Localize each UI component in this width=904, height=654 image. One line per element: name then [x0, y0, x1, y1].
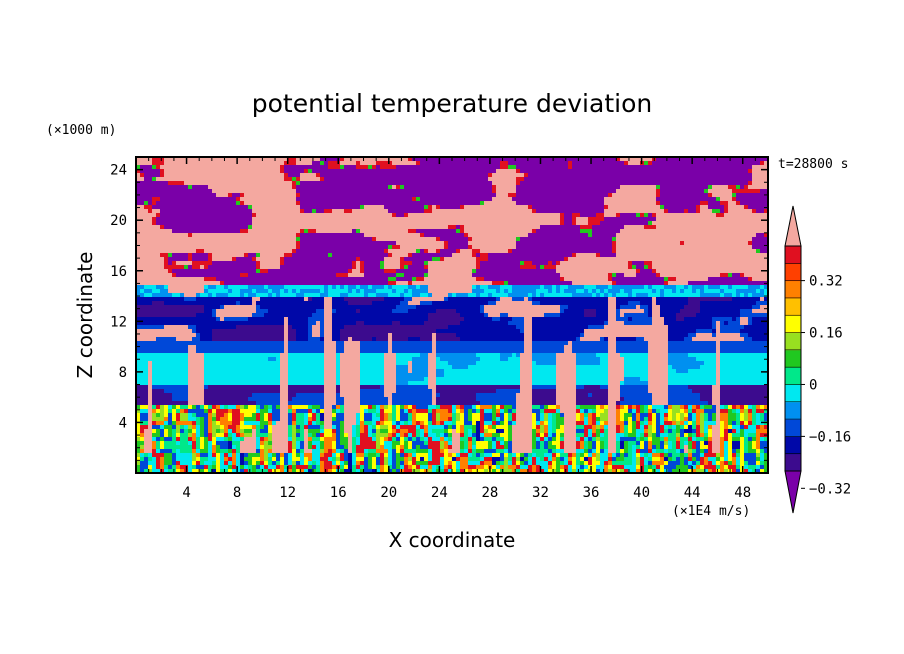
x-unit-label: (×1E4 m/s)	[672, 504, 750, 519]
colorbar-segment	[785, 246, 801, 264]
colorbar-tick-label: 0	[809, 377, 817, 393]
x-tick-label: 48	[734, 485, 751, 501]
y-tick-label: 20	[110, 213, 127, 229]
colorbar-tick-label: 0.16	[809, 326, 843, 342]
x-tick-label: 4	[182, 485, 190, 501]
colorbar-segment	[785, 384, 801, 403]
y-tick-label: 8	[119, 365, 127, 381]
colorbar-segment	[785, 315, 801, 334]
x-tick-label: 28	[481, 485, 498, 501]
chart-title: potential temperature deviation	[252, 89, 652, 118]
colorbar-tick-label: 0.32	[809, 274, 843, 290]
y-tick-label: 4	[119, 415, 127, 431]
heat-field	[136, 157, 769, 474]
colorbar-segment	[785, 419, 801, 437]
plot-area	[136, 157, 769, 474]
y-tick-label: 24	[110, 163, 127, 179]
colorbar-segment	[785, 453, 801, 472]
colorbar-tick-label: −0.32	[809, 481, 851, 497]
colorbar-tick-label: −0.16	[809, 429, 851, 445]
x-tick-label: 40	[633, 485, 650, 501]
colorbar-segment	[785, 332, 801, 351]
x-tick-label: 20	[380, 485, 397, 501]
colorbar-segment	[785, 436, 801, 455]
colorbar-segment	[785, 367, 801, 385]
colorbar: 0.32 0.16 0 −0.16 −0.32	[784, 205, 851, 514]
colorbar-segment	[785, 280, 801, 299]
time-label: t=28800 s	[778, 157, 848, 172]
y-tick-label: 12	[110, 314, 127, 330]
y-axis: 4 8 12 16 20 24	[110, 163, 768, 461]
y-axis-label: Z coordinate	[73, 252, 97, 379]
colorbar-bottom-arrow	[784, 470, 802, 514]
x-axis: 4 8 12 16 20 24 28 32 36 40 44 48	[148, 157, 756, 501]
colorbar-segment	[785, 349, 801, 368]
x-tick-label: 44	[684, 485, 701, 501]
x-tick-label: 12	[279, 485, 296, 501]
x-axis-label: X coordinate	[389, 528, 516, 552]
colorbar-frame	[784, 245, 802, 472]
x-tick-label: 8	[233, 485, 241, 501]
x-tick-label: 16	[330, 485, 347, 501]
colorbar-segment	[785, 297, 801, 316]
x-tick-label: 24	[431, 485, 448, 501]
y-tick-label: 16	[110, 264, 127, 280]
y-unit-label: (×1000 m)	[46, 123, 116, 138]
colorbar-segment	[785, 401, 801, 420]
colorbar-segment	[785, 263, 801, 282]
x-tick-label: 32	[532, 485, 549, 501]
colorbar-top-arrow	[784, 205, 802, 247]
x-tick-label: 36	[583, 485, 600, 501]
